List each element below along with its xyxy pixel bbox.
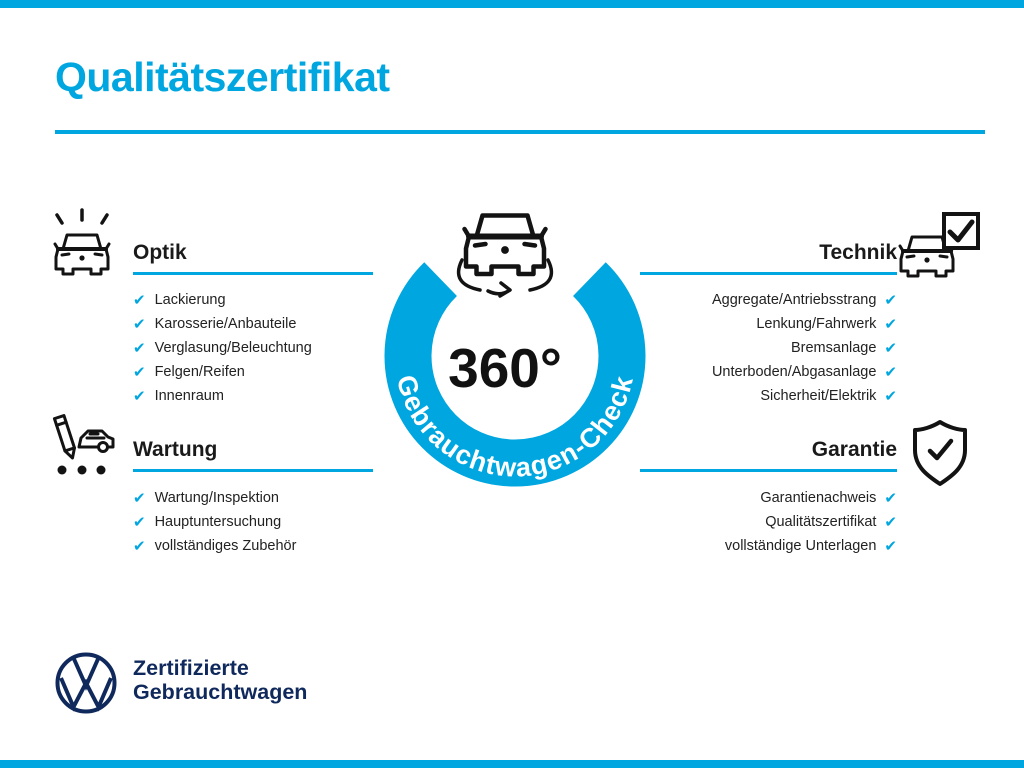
rotation-arc-left (456, 258, 482, 292)
checklist-technik: Aggregate/Antriebsstrang ✔ Lenkung/Fahrwe… (640, 288, 897, 408)
badge-360-check: Gebrauchtwagen-Check 360° (384, 194, 646, 487)
rotation-arc-right (528, 258, 554, 292)
list-item-label: vollständiges Zubehör (154, 538, 297, 554)
section-optik: Optik ✔ Lackierung ✔ Karosserie/Anbauteile… (133, 240, 373, 408)
sparkle-left (55, 213, 64, 225)
list-item: Unterboden/Abgasanlage ✔ (640, 360, 897, 384)
section-divider (640, 469, 897, 472)
check-icon: ✔ (884, 489, 897, 507)
list-item-label: Garantienachweis (760, 490, 877, 506)
section-title-wartung: Wartung (133, 438, 218, 461)
list-item-label: Bremsanlage (790, 340, 877, 356)
list-item-label: Aggregate/Antriebsstrang (711, 292, 877, 308)
vw-logo (55, 652, 117, 714)
list-item: ✔ Hauptuntersuchung (133, 510, 373, 534)
page-title: Qualitätszertifikat (55, 54, 390, 100)
check-icon: ✔ (884, 513, 897, 531)
car-shine-icon (53, 208, 111, 276)
brand-line-1: Zertifizierte (133, 656, 249, 680)
list-item-label: Unterboden/Abgasanlage (711, 364, 877, 380)
section-divider (133, 272, 373, 275)
check-icon: ✔ (133, 387, 146, 405)
check-icon: ✔ (884, 291, 897, 309)
list-item: Sicherheit/Elektrik ✔ (640, 384, 897, 408)
list-item-label: vollständige Unterlagen (724, 538, 877, 554)
list-item: ✔ Verglasung/Beleuchtung (133, 336, 373, 360)
list-item: ✔ Innenraum (133, 384, 373, 408)
list-item: ✔ Felgen/Reifen (133, 360, 373, 384)
section-divider (133, 469, 373, 472)
checklist-garantie: Garantienachweis ✔ Qualitätszertifikat ✔ v… (640, 486, 897, 558)
section-wartung: Wartung ✔ Wartung/Inspektion ✔ Hauptunters… (133, 437, 373, 558)
list-item-label: Lackierung (154, 292, 226, 308)
list-item-label: Hauptuntersuchung (154, 514, 282, 530)
top-accent-bar (0, 0, 1024, 8)
pencil-glyph (52, 414, 76, 460)
sparkle-right (100, 213, 109, 225)
pencil-car-note-icon (52, 414, 115, 475)
list-item: Qualitätszertifikat ✔ (640, 510, 897, 534)
list-item: ✔ vollständiges Zubehör (133, 534, 373, 558)
list-item-label: Wartung/Inspektion (154, 490, 279, 506)
check-icon: ✔ (133, 291, 146, 309)
vw-logo-circle (55, 652, 117, 714)
section-technik: Technik Aggregate/Antriebsstrang ✔ Lenkun… (640, 240, 897, 408)
list-item: vollständige Unterlagen ✔ (640, 534, 897, 558)
list-item: Garantienachweis ✔ (640, 486, 897, 510)
list-item-label: Sicherheit/Elektrik (760, 388, 877, 404)
list-item: Bremsanlage ✔ (640, 336, 897, 360)
check-icon: ✔ (133, 537, 146, 555)
check-icon: ✔ (884, 363, 897, 381)
ellipsis-dots (57, 465, 106, 475)
check-icon: ✔ (884, 387, 897, 405)
check-icon: ✔ (884, 339, 897, 357)
list-item: ✔ Karosserie/Anbauteile (133, 312, 373, 336)
shield-outline (913, 420, 967, 486)
list-item-label: Felgen/Reifen (154, 364, 245, 380)
badge-degree-label: 360° (448, 337, 562, 399)
list-item-label: Innenraum (154, 388, 224, 404)
shield-check-icon (913, 420, 967, 486)
check-icon: ✔ (133, 315, 146, 333)
checkbox-check (947, 219, 975, 243)
list-item: Lenkung/Fahrwerk ✔ (640, 312, 897, 336)
list-item: Aggregate/Antriebsstrang ✔ (640, 288, 897, 312)
section-garantie: Garantie Garantienachweis ✔ Qualitätszert… (640, 437, 897, 558)
shield-check (927, 438, 954, 461)
checklist-optik: ✔ Lackierung ✔ Karosserie/Anbauteile ✔ Verg… (133, 288, 373, 408)
check-icon: ✔ (133, 513, 146, 531)
car-checkbox-icon (898, 212, 980, 278)
brand-line-2: Gebrauchtwagen (133, 679, 308, 704)
vw-logo-w (59, 677, 113, 712)
section-title-optik: Optik (133, 241, 187, 264)
brand-text: Zertifizierte Gebrauchtwagen (133, 656, 308, 704)
car-360-rotation-icon (456, 216, 554, 298)
section-title-technik: Technik (819, 241, 897, 264)
badge-ring (384, 262, 646, 487)
check-icon: ✔ (133, 363, 146, 381)
list-item-label: Verglasung/Beleuchtung (154, 340, 312, 356)
check-icon: ✔ (133, 339, 146, 357)
rotation-arrow (486, 281, 512, 298)
bottom-accent-bar (0, 760, 1024, 768)
list-item-label: Qualitätszertifikat (765, 514, 877, 530)
check-icon: ✔ (133, 489, 146, 507)
check-icon: ✔ (884, 315, 897, 333)
checklist-wartung: ✔ Wartung/Inspektion ✔ Hauptuntersuchung ✔… (133, 486, 373, 558)
list-item-label: Lenkung/Fahrwerk (756, 316, 877, 332)
title-divider (55, 130, 985, 134)
section-divider (640, 272, 897, 275)
list-item: ✔ Lackierung (133, 288, 373, 312)
list-item-label: Karosserie/Anbauteile (154, 316, 297, 332)
section-title-garantie: Garantie (811, 438, 897, 461)
list-item: ✔ Wartung/Inspektion (133, 486, 373, 510)
car-side-glyph (77, 429, 115, 453)
check-icon: ✔ (884, 537, 897, 555)
